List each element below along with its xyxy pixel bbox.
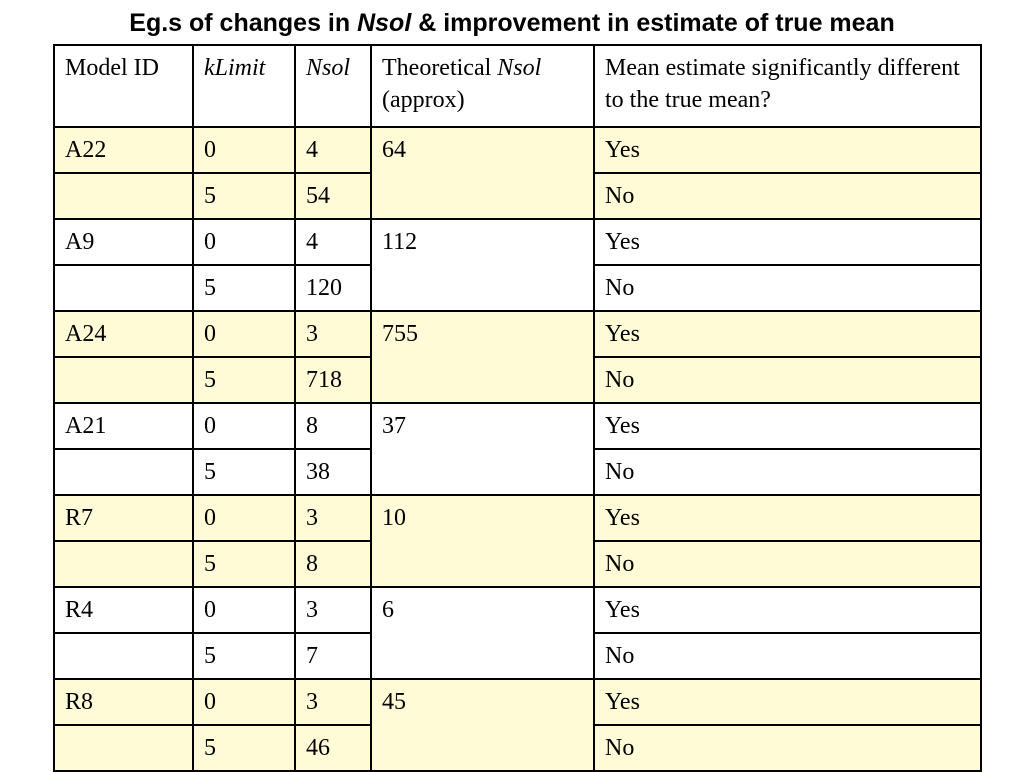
cell-nsol: 4 bbox=[294, 218, 372, 266]
header-theoretical-italic: Nsol bbox=[497, 55, 542, 81]
cell-model-id-empty bbox=[53, 356, 194, 404]
cell-model-id-empty bbox=[53, 264, 194, 312]
title-prefix: Eg.s of changes in bbox=[129, 9, 358, 37]
cell-mean-significant: No bbox=[593, 448, 982, 496]
cell-mean-significant: No bbox=[593, 264, 982, 312]
table-row: R4 0 3 6 Yes bbox=[53, 586, 982, 680]
cell-mean-significant: No bbox=[593, 632, 982, 680]
cell-nsol: 3 bbox=[294, 310, 372, 358]
cell-model-id: A22 bbox=[53, 126, 194, 174]
header-theoretical-suffix: (approx) bbox=[382, 87, 465, 113]
cell-theoretical-nsol: 755 bbox=[370, 310, 595, 404]
cell-model-id-empty bbox=[53, 540, 194, 588]
cell-model-id-empty bbox=[53, 448, 194, 496]
cell-klimit: 5 bbox=[192, 356, 296, 404]
cell-model-id-empty bbox=[53, 724, 194, 772]
cell-model-id: R4 bbox=[53, 586, 194, 634]
header-nsol: Nsol bbox=[294, 44, 372, 128]
table-row: A22 0 4 64 Yes bbox=[53, 126, 982, 220]
cell-nsol: 4 bbox=[294, 126, 372, 174]
cell-klimit: 5 bbox=[192, 448, 296, 496]
cell-theoretical-nsol: 6 bbox=[370, 586, 595, 680]
cell-nsol: 38 bbox=[294, 448, 372, 496]
cell-nsol: 120 bbox=[294, 264, 372, 312]
cell-mean-significant: Yes bbox=[593, 218, 982, 266]
cell-nsol: 7 bbox=[294, 632, 372, 680]
results-table: Model ID kLimit Nsol Theoretical Nsol (ap… bbox=[53, 44, 982, 772]
cell-model-id: A24 bbox=[53, 310, 194, 358]
cell-mean-significant: Yes bbox=[593, 494, 982, 542]
cell-klimit: 0 bbox=[192, 310, 296, 358]
cell-model-id: A9 bbox=[53, 218, 194, 266]
cell-klimit: 0 bbox=[192, 402, 296, 450]
cell-model-id-empty bbox=[53, 172, 194, 220]
cell-model-id: R7 bbox=[53, 494, 194, 542]
cell-model-id: R8 bbox=[53, 678, 194, 726]
cell-klimit: 5 bbox=[192, 540, 296, 588]
cell-theoretical-nsol: 64 bbox=[370, 126, 595, 220]
cell-klimit: 5 bbox=[192, 632, 296, 680]
header-model-id: Model ID bbox=[53, 44, 194, 128]
table-row: R8 0 3 45 Yes bbox=[53, 678, 982, 772]
cell-klimit: 0 bbox=[192, 586, 296, 634]
header-theoretical-nsol: Theoretical Nsol (approx) bbox=[370, 44, 595, 128]
header-klimit: kLimit bbox=[192, 44, 296, 128]
cell-model-id: A21 bbox=[53, 402, 194, 450]
table-row: 5 38 No bbox=[53, 448, 982, 496]
cell-mean-significant: Yes bbox=[593, 586, 982, 634]
cell-nsol: 8 bbox=[294, 402, 372, 450]
table-row: 5 46 No bbox=[53, 724, 982, 772]
cell-nsol: 8 bbox=[294, 540, 372, 588]
page-title: Eg.s of changes in Nsol & improvement in… bbox=[0, 6, 1024, 40]
cell-nsol: 3 bbox=[294, 494, 372, 542]
header-theoretical-prefix: Theoretical bbox=[382, 55, 498, 81]
cell-model-id-empty bbox=[53, 632, 194, 680]
cell-nsol: 3 bbox=[294, 678, 372, 726]
cell-klimit: 0 bbox=[192, 678, 296, 726]
table-row: 5 7 No bbox=[53, 632, 982, 680]
header-mean-estimate: Mean estimate significantly different to… bbox=[593, 44, 982, 128]
title-suffix: & improvement in estimate of true mean bbox=[411, 9, 895, 37]
cell-nsol: 718 bbox=[294, 356, 372, 404]
cell-klimit: 5 bbox=[192, 264, 296, 312]
cell-nsol: 54 bbox=[294, 172, 372, 220]
table-row: A9 0 4 112 Yes bbox=[53, 218, 982, 312]
cell-theoretical-nsol: 45 bbox=[370, 678, 595, 772]
cell-mean-significant: No bbox=[593, 724, 982, 772]
cell-mean-significant: Yes bbox=[593, 310, 982, 358]
cell-mean-significant: No bbox=[593, 172, 982, 220]
title-italic: Nsol bbox=[357, 9, 412, 37]
table-row: A21 0 8 37 Yes bbox=[53, 402, 982, 496]
cell-mean-significant: No bbox=[593, 540, 982, 588]
cell-mean-significant: Yes bbox=[593, 126, 982, 174]
cell-mean-significant: Yes bbox=[593, 678, 982, 726]
cell-theoretical-nsol: 37 bbox=[370, 402, 595, 496]
cell-mean-significant: No bbox=[593, 356, 982, 404]
cell-klimit: 0 bbox=[192, 126, 296, 174]
header-row: Model ID kLimit Nsol Theoretical Nsol (ap… bbox=[53, 44, 982, 128]
table-row: A24 0 3 755 Yes bbox=[53, 310, 982, 404]
cell-klimit: 5 bbox=[192, 172, 296, 220]
cell-nsol: 3 bbox=[294, 586, 372, 634]
cell-nsol: 46 bbox=[294, 724, 372, 772]
table-row: R7 0 3 10 Yes bbox=[53, 494, 982, 588]
cell-theoretical-nsol: 10 bbox=[370, 494, 595, 588]
cell-klimit: 5 bbox=[192, 724, 296, 772]
cell-theoretical-nsol: 112 bbox=[370, 218, 595, 312]
cell-klimit: 0 bbox=[192, 494, 296, 542]
cell-mean-significant: Yes bbox=[593, 402, 982, 450]
cell-klimit: 0 bbox=[192, 218, 296, 266]
